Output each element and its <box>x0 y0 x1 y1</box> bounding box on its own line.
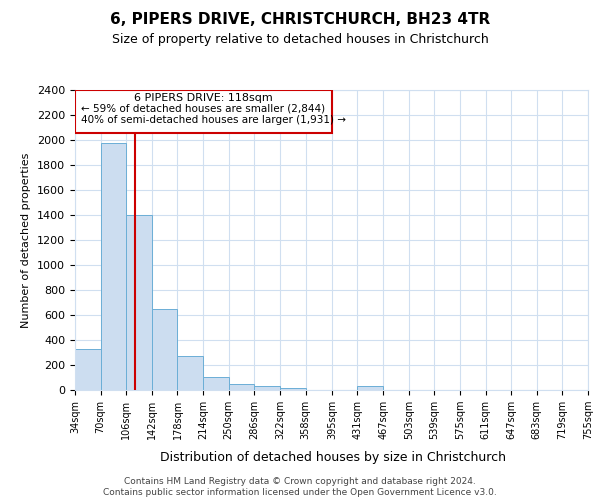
Text: 6 PIPERS DRIVE: 118sqm: 6 PIPERS DRIVE: 118sqm <box>134 93 273 103</box>
Text: ← 59% of detached houses are smaller (2,844): ← 59% of detached houses are smaller (2,… <box>80 103 325 113</box>
Text: Contains HM Land Registry data © Crown copyright and database right 2024.: Contains HM Land Registry data © Crown c… <box>124 476 476 486</box>
Bar <box>101 143 126 390</box>
Bar <box>75 90 332 132</box>
Bar <box>254 386 280 390</box>
Bar <box>126 215 152 390</box>
Text: Contains public sector information licensed under the Open Government Licence v3: Contains public sector information licen… <box>103 488 497 497</box>
Text: Size of property relative to detached houses in Christchurch: Size of property relative to detached ho… <box>112 32 488 46</box>
Bar <box>358 386 383 390</box>
Bar <box>229 384 254 390</box>
Bar <box>203 377 229 390</box>
Bar <box>178 356 203 390</box>
Text: Distribution of detached houses by size in Christchurch: Distribution of detached houses by size … <box>160 451 506 464</box>
Text: 6, PIPERS DRIVE, CHRISTCHURCH, BH23 4TR: 6, PIPERS DRIVE, CHRISTCHURCH, BH23 4TR <box>110 12 490 28</box>
Bar <box>152 308 178 390</box>
Text: 40% of semi-detached houses are larger (1,931) →: 40% of semi-detached houses are larger (… <box>80 115 346 125</box>
Bar <box>75 350 101 390</box>
Y-axis label: Number of detached properties: Number of detached properties <box>22 152 31 328</box>
Bar <box>280 388 305 390</box>
